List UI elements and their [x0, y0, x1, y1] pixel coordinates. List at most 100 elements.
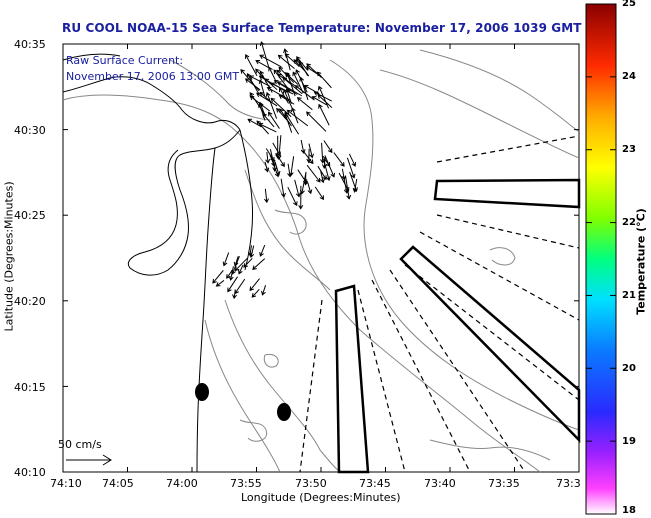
- current-vector: [352, 178, 358, 193]
- current-vector: [300, 139, 306, 154]
- x-tick-label: 73:45: [359, 477, 391, 490]
- current-vector: [247, 118, 262, 128]
- colorbar-tick-label: 20: [622, 363, 636, 374]
- current-vector: [284, 111, 300, 135]
- colorbar-tick-label: 25: [622, 0, 636, 9]
- x-axis-label: Longitude (Degrees:Minutes): [241, 491, 401, 504]
- current-vector: [249, 278, 260, 292]
- current-vector: [308, 143, 314, 159]
- current-vector: [324, 155, 336, 178]
- current-vector: [265, 151, 271, 164]
- x-tick-label: 73:3: [556, 477, 581, 490]
- current-vector: [314, 186, 325, 201]
- current-vector: [245, 54, 258, 77]
- y-tick-label: 40:35: [14, 38, 46, 51]
- current-vector: [298, 185, 304, 210]
- x-tick-label: 73:35: [488, 477, 520, 490]
- current-vector: [238, 264, 244, 275]
- y-tick-label: 40:25: [14, 209, 46, 222]
- current-vector: [259, 91, 272, 103]
- island-marker: [195, 383, 209, 401]
- current-vector: [279, 108, 292, 127]
- y-tick-label: 40:20: [14, 295, 46, 308]
- current-vector: [286, 109, 309, 127]
- current-vector: [280, 178, 286, 198]
- scale-arrow: [66, 454, 112, 466]
- current-vector: [338, 172, 350, 192]
- current-vector: [294, 85, 314, 100]
- y-tick-label: 40:10: [14, 466, 46, 479]
- current-vector: [259, 41, 270, 69]
- current-vector: [317, 165, 327, 181]
- current-vector: [272, 159, 278, 172]
- current-vector: [297, 169, 308, 185]
- current-vector: [323, 140, 333, 154]
- current-vector: [240, 68, 260, 92]
- bathymetry-contours: [62, 49, 580, 473]
- colorbar-tick-label: 23: [622, 144, 636, 155]
- current-vector: [296, 97, 313, 111]
- current-vector: [222, 252, 230, 267]
- current-vector: [303, 84, 320, 95]
- x-tick-label: 74:00: [166, 477, 198, 490]
- x-tick-label: 74:05: [102, 477, 134, 490]
- current-vector: [264, 78, 278, 91]
- current-vector: [277, 54, 295, 70]
- current-vector: [243, 257, 253, 268]
- plot-frame: [62, 43, 580, 473]
- x-tick-label: 73:40: [424, 477, 456, 490]
- current-vector: [251, 288, 260, 298]
- axis-ticks: [62, 43, 580, 473]
- coastline: [62, 53, 253, 473]
- current-vector: [268, 66, 277, 82]
- current-vector: [264, 188, 269, 204]
- current-vector: [255, 59, 269, 69]
- current-vector: [306, 63, 322, 78]
- current-vector: [265, 91, 278, 119]
- current-vector: [284, 72, 299, 85]
- current-vector: [212, 270, 224, 284]
- current-vector: [320, 171, 325, 184]
- current-label-line1: Raw Surface Current:: [66, 54, 184, 67]
- current-vector: [261, 285, 267, 296]
- current-vector: [276, 69, 288, 81]
- current-vector: [307, 182, 313, 195]
- y-tick-label: 40:15: [14, 381, 46, 394]
- current-vector: [249, 92, 267, 116]
- current-vector: [283, 48, 291, 71]
- current-vector: [318, 103, 330, 126]
- current-vector: [244, 78, 261, 91]
- current-vector: [252, 258, 266, 271]
- current-vector: [345, 176, 352, 200]
- current-vector: [256, 92, 278, 107]
- colorbar-ticks: [586, 3, 616, 515]
- current-vector: [298, 60, 309, 77]
- current-vector: [346, 157, 356, 179]
- map-title: RU COOL NOAA-15 Sea Surface Temperature:…: [62, 21, 582, 35]
- x-tick-label: 73:50: [295, 477, 327, 490]
- current-vector: [306, 164, 321, 183]
- current-vector: [348, 153, 357, 167]
- current-vector: [215, 280, 225, 287]
- current-vector: [268, 111, 280, 129]
- x-tick-label: 73:55: [230, 477, 262, 490]
- current-vector: [302, 150, 314, 165]
- colorbar-tick-label: 19: [622, 436, 636, 447]
- scale-label: 50 cm/s: [58, 438, 102, 451]
- current-vector: [274, 162, 281, 176]
- current-vector: [294, 179, 301, 198]
- current-vector: [273, 69, 291, 92]
- current-vector: [264, 161, 270, 173]
- radar-beams: [334, 178, 581, 474]
- colorbar-tick-label: 24: [622, 71, 636, 82]
- colorbar-tick-label: 21: [622, 290, 636, 301]
- current-vector: [287, 186, 298, 207]
- current-vector: [295, 69, 308, 93]
- x-tick-label: 74:10: [50, 477, 82, 490]
- current-label-line2: November 17, 2006 13:00 GMT: [66, 70, 240, 83]
- current-vector: [317, 85, 330, 109]
- current-vector: [284, 53, 300, 68]
- y-tick-label: 40:30: [14, 124, 46, 137]
- current-vector: [259, 244, 266, 257]
